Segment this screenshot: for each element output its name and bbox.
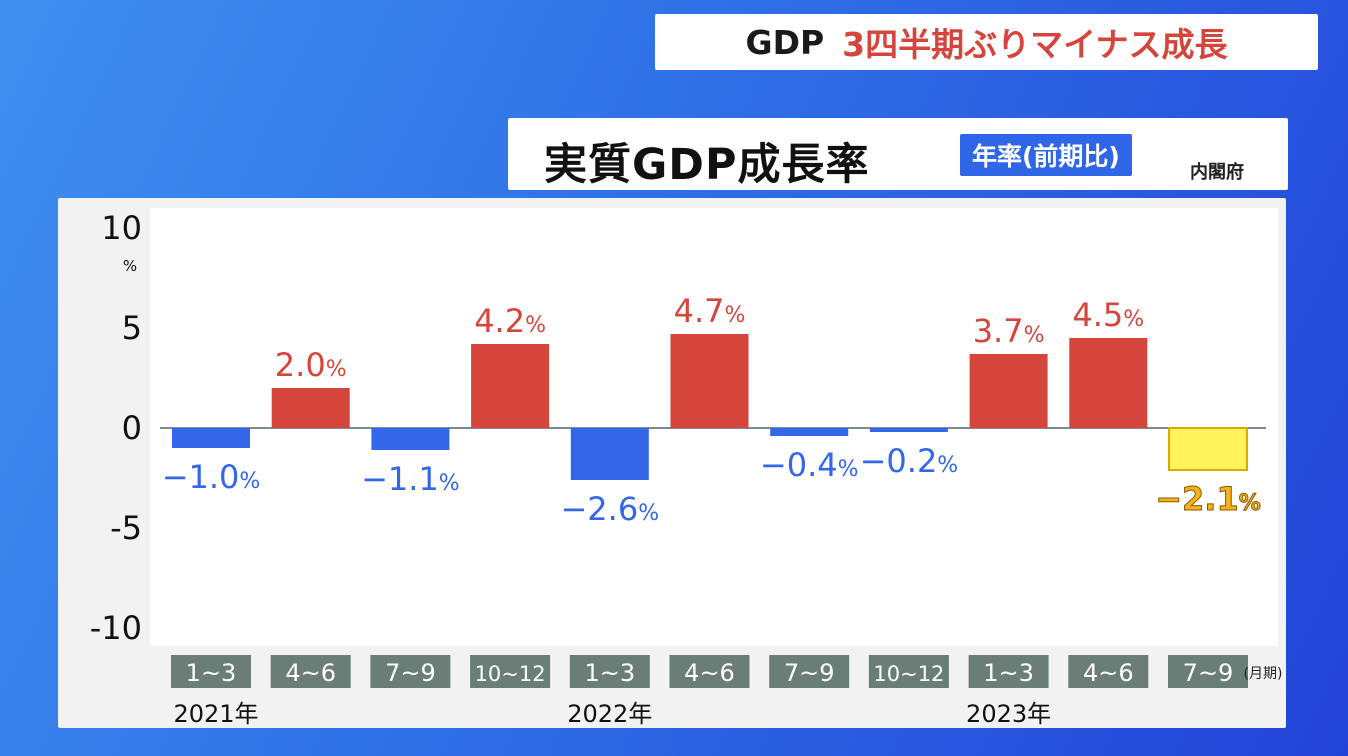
data-label: 3.7% <box>973 312 1045 350</box>
x-tick-label: 1~3 <box>983 659 1034 687</box>
bar <box>371 428 450 450</box>
bar <box>869 428 948 432</box>
data-label: −2.1% <box>1155 480 1261 518</box>
x-tick-box <box>669 655 750 688</box>
x-tick-box <box>769 655 850 688</box>
y-tick-label: 0 <box>122 409 142 447</box>
rate-badge: 年率(前期比) <box>960 134 1132 176</box>
data-label: 4.2% <box>474 302 546 340</box>
x-tick-label: 1~3 <box>584 659 635 687</box>
x-tick-box <box>470 655 551 688</box>
data-label: 4.7% <box>674 292 746 330</box>
x-tick-label: 1~3 <box>186 659 237 687</box>
x-tick-box <box>1168 655 1248 688</box>
bar <box>471 344 550 428</box>
x-tick-label: 4~6 <box>684 659 735 687</box>
y-tick-label: 5 <box>122 309 142 347</box>
year-label: 2023年 <box>966 700 1051 728</box>
bar <box>172 428 250 448</box>
y-unit-label: % <box>123 257 137 275</box>
x-tick-label: 4~6 <box>285 659 336 687</box>
chart-title: 実質GDP成長率 <box>544 140 870 190</box>
bar <box>1069 338 1148 428</box>
bar <box>670 334 749 428</box>
bar <box>1168 427 1248 471</box>
year-label: 2022年 <box>567 700 652 728</box>
x-tick-label: 7~9 <box>385 659 436 687</box>
data-label: 4.5% <box>1072 296 1144 334</box>
x-tick-label: 10~12 <box>873 662 944 686</box>
x-unit-label: (月期) <box>1244 666 1283 682</box>
y-tick-label: -5 <box>110 509 142 547</box>
x-tick-box <box>569 655 650 688</box>
year-label: 2021年 <box>173 700 258 728</box>
bar <box>770 428 849 436</box>
data-label: −1.1% <box>361 460 460 498</box>
data-label: −1.0% <box>162 458 261 496</box>
banner-prefix: GDP <box>745 22 825 62</box>
x-tick-box <box>370 655 451 688</box>
x-tick-label: 7~9 <box>784 659 835 687</box>
chart-title-box: 実質GDP成長率 年率(前期比) 内閣府 <box>508 118 1288 190</box>
banner-headline: 3四半期ぶりマイナス成長 <box>842 25 1228 64</box>
data-label: −2.6% <box>560 490 659 528</box>
bar <box>969 354 1048 428</box>
x-tick-box <box>171 655 251 688</box>
x-tick-label: 7~9 <box>1183 659 1234 687</box>
x-tick-label: 10~12 <box>475 662 546 686</box>
data-label: −0.4% <box>760 446 859 484</box>
bar <box>570 428 649 480</box>
headline-banner: GDP 3四半期ぶりマイナス成長 <box>655 14 1318 70</box>
source-label: 内閣府 <box>1190 162 1244 183</box>
y-tick-label: 10 <box>101 209 142 247</box>
x-tick-label: 4~6 <box>1083 659 1134 687</box>
data-label: 2.0% <box>275 346 347 384</box>
x-tick-box <box>968 655 1049 688</box>
x-tick-box <box>868 655 949 688</box>
data-label: −0.2% <box>860 442 959 480</box>
bar <box>271 388 350 428</box>
x-tick-box <box>270 655 351 688</box>
x-tick-box <box>1068 655 1149 688</box>
y-tick-label: -10 <box>90 609 142 647</box>
